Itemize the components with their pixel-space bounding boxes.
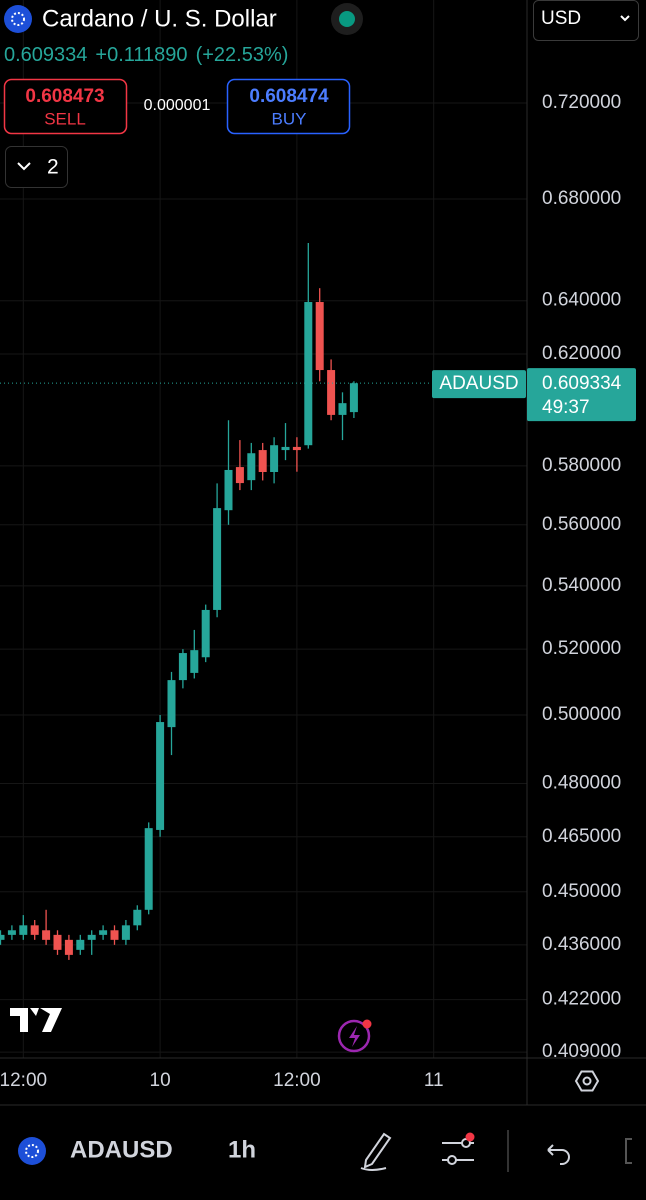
toolbar-coin-icon: [18, 1137, 46, 1165]
collapse-chevron: [17, 162, 31, 171]
change: +0.111890: [95, 44, 187, 66]
x-tick-label: 10: [150, 1070, 171, 1091]
symbol-tag-label: ADAUSD: [439, 373, 518, 394]
sell-label: SELL: [44, 109, 86, 128]
market-status[interactable]: [339, 11, 355, 27]
candle-body: [99, 930, 108, 935]
hexagon-center: [582, 1076, 592, 1086]
candle-body: [315, 302, 324, 371]
price: 0.609334: [4, 44, 87, 66]
candle-body: [327, 370, 336, 415]
alerts-button[interactable]: [337, 1019, 371, 1053]
x-tick-label: 12:00: [0, 1070, 47, 1091]
tradingview-logo: [10, 1008, 62, 1032]
toolbar-symbol[interactable]: ADAUSD: [70, 1136, 173, 1163]
candle-body: [167, 680, 176, 728]
y-tick-label: 0.450000: [542, 881, 621, 902]
y-tick-label: 0.580000: [542, 455, 621, 476]
y-tick-label: 0.480000: [542, 773, 621, 794]
price-line: 0.609334 +0.111890 (+22.53%): [4, 44, 288, 66]
sell-button[interactable]: [3, 78, 128, 135]
currency-label: USD: [541, 8, 581, 29]
candle-body: [144, 828, 153, 910]
candle-body: [258, 450, 267, 473]
candle-body: [133, 909, 142, 926]
candle-body: [0, 934, 5, 940]
settings-dot: [465, 1132, 475, 1142]
symbol-title[interactable]: Cardano / U. S. Dollar: [42, 5, 277, 32]
candle-body: [121, 925, 130, 940]
y-tick-label: 0.680000: [542, 188, 621, 209]
coin-icon: [4, 5, 32, 33]
overflow-icon[interactable]: [625, 1138, 632, 1164]
candle-body: [7, 930, 16, 935]
candle-body: [178, 653, 187, 681]
x-tick-label: 11: [424, 1070, 444, 1091]
currency-select[interactable]: [533, 0, 639, 41]
y-tick-label: 0.500000: [542, 704, 621, 725]
bolt-icon: [349, 1026, 360, 1047]
y-tick-label: 0.465000: [542, 826, 621, 847]
candle-body: [235, 467, 244, 484]
candle-body: [42, 930, 51, 940]
buy-price: 0.608474: [249, 86, 329, 107]
candle-body: [87, 934, 96, 940]
indicator-settings[interactable]: [442, 1138, 474, 1165]
candle-body: [281, 446, 290, 451]
price-tag-countdown: 49:37: [542, 397, 590, 418]
plot-area: [0, 0, 527, 1058]
candle-body: [224, 469, 233, 511]
x-tick-label: 12:00: [273, 1070, 321, 1091]
notification-dot: [362, 1019, 372, 1029]
change-percent: (+22.53%): [196, 44, 289, 66]
y-tick-label: 0.436000: [542, 934, 621, 955]
candle-body: [270, 445, 279, 473]
axis-settings[interactable]: [574, 1070, 600, 1092]
y-tick-label: 0.560000: [542, 514, 621, 535]
y-tick-label: 0.620000: [542, 343, 621, 364]
candle-body: [201, 609, 210, 658]
buy-button[interactable]: [226, 78, 351, 135]
candle-body: [304, 302, 313, 446]
candle-body: [292, 446, 301, 451]
slider-knob: [447, 1155, 457, 1165]
candle-body: [76, 939, 85, 950]
dropdown-chevron: [620, 15, 630, 22]
y-tick-label: 0.640000: [542, 290, 621, 311]
candle-body: [247, 453, 256, 481]
y-tick-label: 0.540000: [542, 575, 621, 596]
candle-body: [190, 650, 199, 673]
price-tag-value: 0.609334: [542, 373, 622, 394]
toolbar-coin-mark: [25, 1144, 39, 1158]
buy-label: BUY: [272, 109, 307, 128]
y-tick-label: 0.422000: [542, 989, 621, 1010]
candle-body: [30, 925, 39, 935]
spread: 0.000001: [144, 97, 211, 114]
y-tick-label: 0.520000: [542, 638, 621, 659]
undo-button[interactable]: [547, 1144, 570, 1165]
candle-body: [338, 403, 347, 415]
indicator-count: 2: [47, 156, 59, 179]
candle-body: [19, 925, 28, 935]
candle-body: [156, 722, 165, 830]
candle-body: [53, 934, 62, 950]
candle-body: [110, 930, 119, 940]
drawing-tool[interactable]: [360, 1132, 392, 1171]
symbol-tag: [432, 370, 526, 399]
coin-icon-mark: [11, 12, 25, 26]
hexagon-icon: [574, 1070, 600, 1092]
candle-body: [349, 383, 358, 413]
y-tick-label: 0.720000: [542, 92, 621, 113]
y-tick-label: 0.409000: [542, 1041, 621, 1062]
toolbar-interval[interactable]: 1h: [228, 1136, 256, 1163]
candle-body: [64, 939, 73, 955]
indicators-toggle[interactable]: [5, 146, 68, 188]
price-tag: [527, 368, 636, 422]
candle-body: [213, 508, 222, 610]
sell-price: 0.608473: [25, 86, 104, 107]
